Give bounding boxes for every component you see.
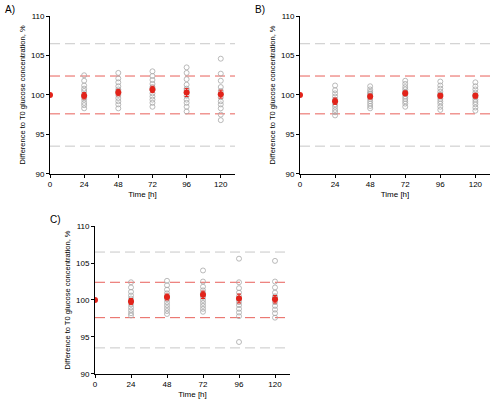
svg-text:96: 96 <box>436 180 445 189</box>
svg-text:110: 110 <box>77 222 90 231</box>
svg-text:96: 96 <box>182 180 191 189</box>
svg-text:100: 100 <box>281 91 295 100</box>
svg-text:90: 90 <box>80 370 89 379</box>
svg-text:B): B) <box>255 4 265 15</box>
svg-text:120: 120 <box>268 380 282 389</box>
svg-text:120: 120 <box>469 180 483 189</box>
svg-text:100: 100 <box>31 91 45 100</box>
svg-text:24: 24 <box>331 180 340 189</box>
svg-text:95: 95 <box>285 130 294 139</box>
svg-text:90: 90 <box>35 170 44 179</box>
svg-text:110: 110 <box>32 12 45 21</box>
svg-text:Time [h]: Time [h] <box>381 190 410 199</box>
svg-text:C): C) <box>50 214 61 225</box>
svg-text:Time [h]: Time [h] <box>178 390 207 399</box>
svg-text:90: 90 <box>285 170 294 179</box>
svg-text:48: 48 <box>114 180 123 189</box>
svg-text:95: 95 <box>80 333 89 342</box>
svg-text:0: 0 <box>48 180 53 189</box>
svg-text:A): A) <box>5 4 15 15</box>
svg-text:72: 72 <box>148 180 157 189</box>
svg-text:0: 0 <box>298 180 303 189</box>
svg-text:Difference to T0 glucose conce: Difference to T0 glucose concentration, … <box>63 230 72 369</box>
svg-text:105: 105 <box>31 51 45 60</box>
svg-text:105: 105 <box>281 51 295 60</box>
svg-text:Difference to T0 glucose conce: Difference to T0 glucose concentration, … <box>268 25 277 164</box>
svg-text:24: 24 <box>127 380 136 389</box>
svg-text:72: 72 <box>199 380 208 389</box>
svg-text:0: 0 <box>93 380 98 389</box>
svg-text:48: 48 <box>366 180 375 189</box>
svg-text:72: 72 <box>401 180 410 189</box>
svg-text:110: 110 <box>282 12 295 21</box>
svg-text:24: 24 <box>80 180 89 189</box>
svg-text:Difference to T0 glucose conce: Difference to T0 glucose concentration, … <box>18 25 27 164</box>
svg-text:Time [h]: Time [h] <box>128 190 157 199</box>
svg-text:120: 120 <box>214 180 228 189</box>
svg-text:48: 48 <box>163 380 172 389</box>
svg-text:100: 100 <box>76 296 90 305</box>
svg-text:96: 96 <box>235 380 244 389</box>
svg-text:105: 105 <box>76 259 90 268</box>
svg-text:95: 95 <box>35 130 44 139</box>
